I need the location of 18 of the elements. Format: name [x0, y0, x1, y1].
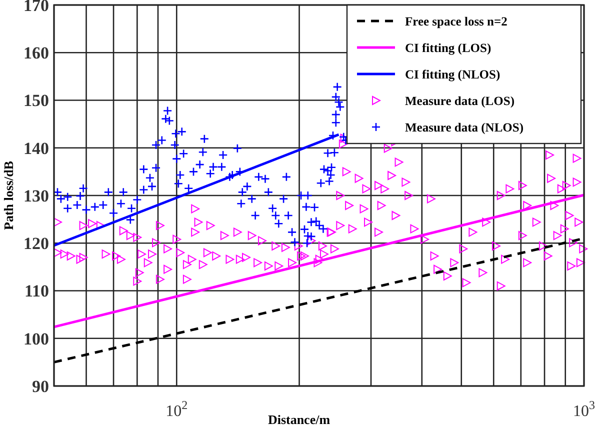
y-tick-label: 140	[24, 138, 49, 158]
x-tick-label: 10$^{3}$	[573, 398, 595, 420]
x-tick-label: 10$^{2}$	[166, 398, 188, 420]
y-tick-label: 160	[24, 44, 49, 63]
legend-label: Measure data (NLOS)	[405, 120, 524, 134]
legend-label: CI fitting (LOS)	[405, 40, 492, 55]
y-axis-title: Path loss/dB	[1, 160, 16, 230]
y-tick-label: 150	[24, 91, 49, 110]
y-tick-label: 100	[24, 329, 49, 348]
legend-label: CI fitting (NLOS)	[405, 67, 500, 82]
y-tick-label: 90	[32, 376, 49, 396]
y-tick-label: 130	[24, 186, 49, 206]
x-axis-title: Distance/m	[268, 412, 330, 427]
y-tick-label: 110	[24, 282, 49, 301]
y-tick-label: 120	[24, 234, 49, 254]
legend-label: Measure data (LOS)	[405, 94, 514, 108]
y-tick-label: 170	[24, 0, 49, 15]
legend-label: Free space loss n=2	[405, 14, 508, 28]
